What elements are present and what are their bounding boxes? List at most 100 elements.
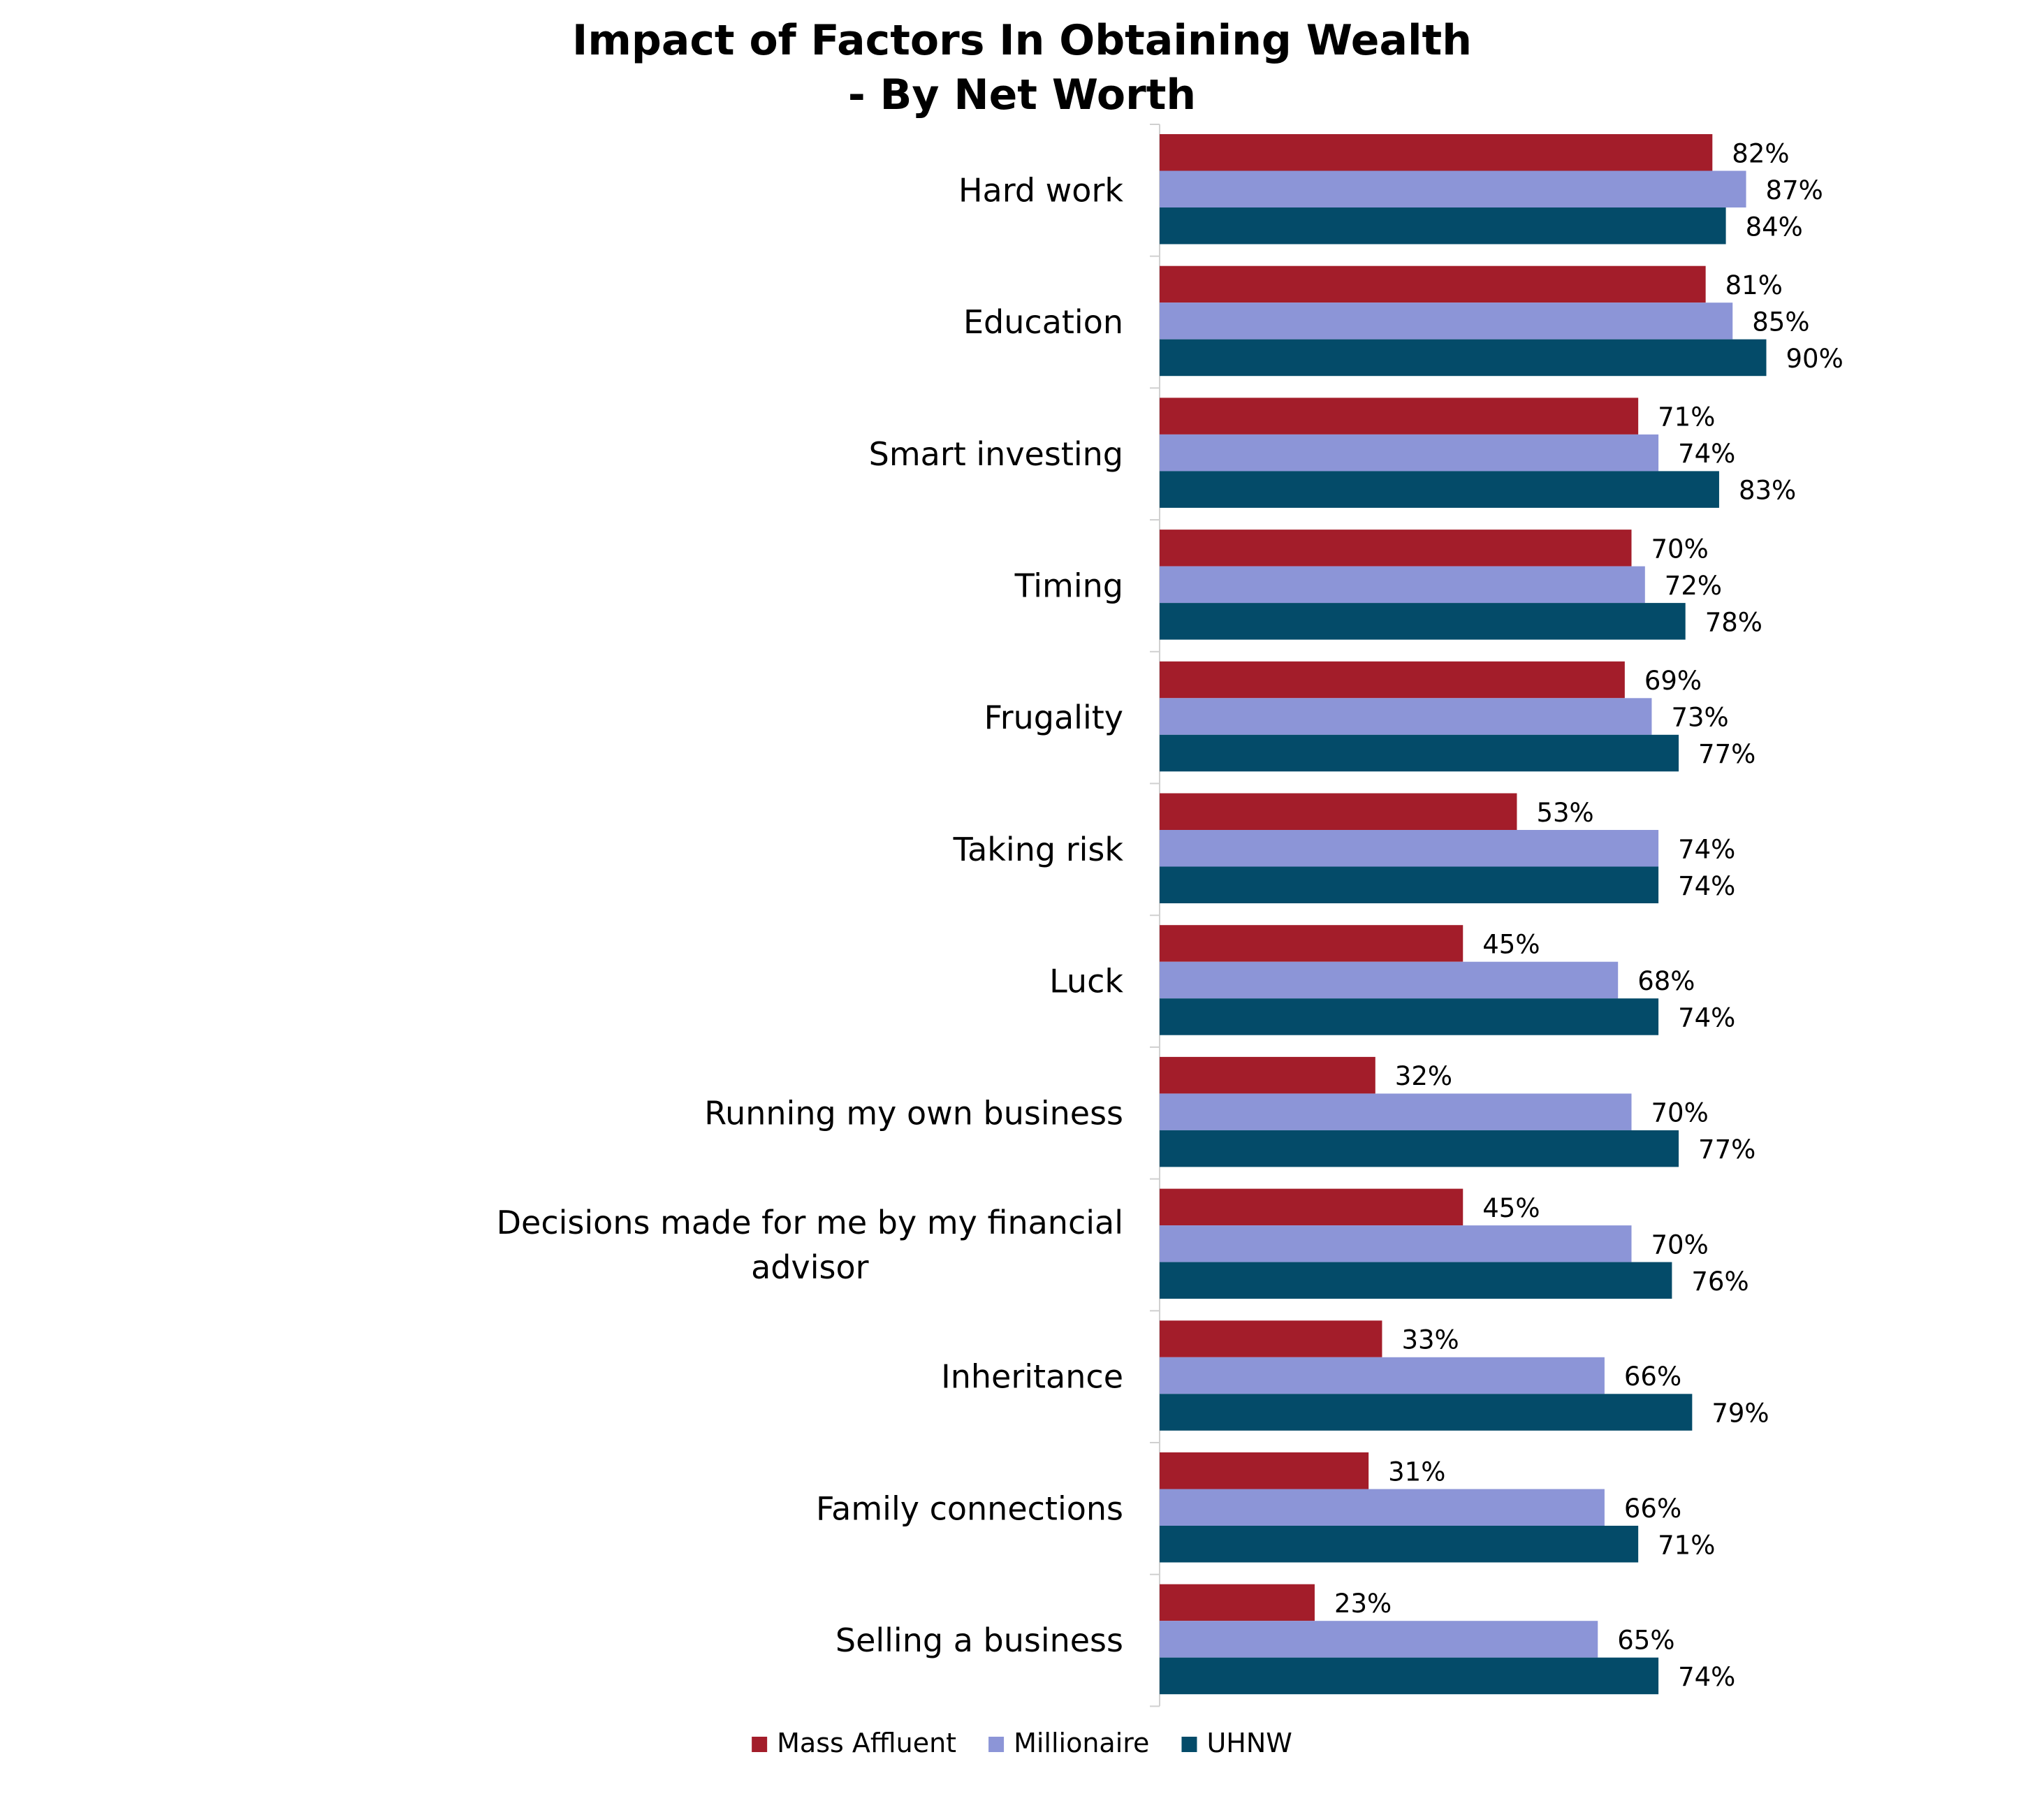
value-label-mass-affluent: 53% (1536, 798, 1593, 828)
bar-millionaire-frugality (1160, 698, 1652, 735)
category-label: Frugality (984, 699, 1123, 736)
bar-mass-affluent-decisions-made-for-me-by-my-financial-advisor (1160, 1188, 1463, 1226)
bar-millionaire-running-my-own-business (1160, 1093, 1632, 1130)
value-label-mass-affluent: 82% (1732, 138, 1789, 168)
bar-uhnw-decisions-made-for-me-by-my-financial-advisor (1160, 1262, 1672, 1299)
bar-mass-affluent-taking-risk (1160, 793, 1517, 830)
category-label: Taking risk (953, 831, 1124, 868)
category-label: Education (963, 303, 1123, 341)
value-label-millionaire: 68% (1637, 966, 1695, 996)
bar-millionaire-smart-investing (1160, 434, 1659, 472)
category-label: Timing (1014, 567, 1123, 604)
bar-mass-affluent-inheritance (1160, 1320, 1382, 1357)
bar-mass-affluent-running-my-own-business (1160, 1056, 1375, 1094)
bar-millionaire-timing (1160, 566, 1645, 604)
category-label: Luck (1049, 963, 1123, 1000)
value-label-millionaire: 73% (1671, 703, 1728, 733)
value-label-uhnw: 74% (1678, 871, 1735, 901)
legend-swatch (752, 1737, 768, 1752)
category-label-line: Inheritance (941, 1358, 1123, 1396)
bar-mass-affluent-smart-investing (1160, 398, 1639, 435)
category-label: Inheritance (941, 1358, 1123, 1396)
value-label-uhnw: 84% (1746, 212, 1803, 242)
bar-mass-affluent-family-connections (1160, 1452, 1369, 1489)
bar-mass-affluent-frugality (1160, 661, 1625, 699)
bar-mass-affluent-education (1160, 265, 1706, 303)
value-label-millionaire: 74% (1678, 834, 1735, 864)
bar-millionaire-decisions-made-for-me-by-my-financial-advisor (1160, 1225, 1632, 1262)
category-label-line: Taking risk (953, 831, 1124, 868)
value-label-millionaire: 87% (1766, 175, 1823, 205)
category-axis (1150, 124, 1160, 1707)
category-label: Smart investing (869, 435, 1123, 473)
legend-swatch (1181, 1737, 1197, 1752)
legend: Mass Affluent Millionaire UHNW (752, 1728, 1292, 1758)
value-label-millionaire: 65% (1617, 1625, 1674, 1655)
bar-uhnw-inheritance (1160, 1394, 1693, 1431)
value-label-mass-affluent: 71% (1658, 402, 1715, 432)
bar-mass-affluent-timing (1160, 530, 1632, 567)
bars (1160, 134, 1767, 1695)
value-labels: 82%87%84%81%85%90%71%74%83%70%72%78%69%7… (1334, 138, 1844, 1692)
value-label-uhnw: 76% (1691, 1267, 1749, 1297)
category-label-line: Timing (1014, 567, 1123, 604)
legend-item-uhnw: UHNW (1181, 1728, 1292, 1758)
category-label: Hard work (958, 171, 1123, 209)
value-label-uhnw: 77% (1698, 739, 1755, 769)
bar-mass-affluent-luck (1160, 925, 1463, 962)
bar-uhnw-taking-risk (1160, 866, 1659, 903)
bar-uhnw-running-my-own-business (1160, 1130, 1679, 1167)
category-label-line: Frugality (984, 699, 1123, 736)
legend-label: Mass Affluent (777, 1728, 956, 1758)
value-label-uhnw: 74% (1678, 1002, 1735, 1033)
value-label-millionaire: 70% (1651, 1230, 1709, 1260)
bar-millionaire-taking-risk (1160, 830, 1659, 867)
category-labels: Hard work Education Smart investing Timing F… (497, 171, 1124, 1659)
bar-uhnw-timing (1160, 603, 1686, 640)
category-label-line: Family connections (816, 1489, 1123, 1527)
value-label-mass-affluent: 32% (1395, 1061, 1452, 1091)
category-label-line: Smart investing (869, 435, 1123, 473)
bar-millionaire-hard-work (1160, 170, 1746, 207)
chart-title-line: - By Net Worth (848, 71, 1196, 119)
value-label-mass-affluent: 45% (1482, 1193, 1540, 1223)
value-label-millionaire: 72% (1665, 571, 1722, 601)
bar-uhnw-smart-investing (1160, 471, 1719, 508)
value-label-mass-affluent: 33% (1401, 1325, 1459, 1355)
legend-item-millionaire: Millionaire (988, 1728, 1149, 1758)
chart-title-line: Impact of Factors In Obtaining Wealth (572, 16, 1472, 65)
category-label-line: Selling a business (835, 1621, 1123, 1659)
value-label-mass-affluent: 70% (1651, 534, 1709, 564)
value-label-uhnw: 78% (1705, 607, 1762, 637)
bar-millionaire-selling-a-business (1160, 1621, 1598, 1658)
legend-label: Millionaire (1014, 1728, 1149, 1758)
bar-millionaire-family-connections (1160, 1489, 1605, 1526)
category-label: Decisions made for me by my financial adv… (497, 1204, 1123, 1286)
value-label-uhnw: 74% (1678, 1662, 1735, 1692)
category-label-line: Luck (1049, 963, 1123, 1000)
value-label-millionaire: 74% (1678, 439, 1735, 469)
bar-mass-affluent-hard-work (1160, 134, 1713, 171)
bar-uhnw-hard-work (1160, 207, 1726, 245)
legend-swatch (988, 1737, 1005, 1752)
value-label-mass-affluent: 31% (1388, 1457, 1445, 1487)
value-label-uhnw: 71% (1658, 1530, 1715, 1560)
bar-mass-affluent-selling-a-business (1160, 1584, 1315, 1621)
value-label-mass-affluent: 23% (1334, 1589, 1392, 1619)
category-label-line: Decisions made for me by my financial (497, 1204, 1123, 1241)
bar-uhnw-frugality (1160, 734, 1679, 772)
bar-uhnw-family-connections (1160, 1526, 1639, 1563)
value-label-uhnw: 77% (1698, 1135, 1755, 1165)
category-label-line: Running my own business (704, 1094, 1123, 1132)
value-label-uhnw: 90% (1786, 344, 1844, 374)
category-label: Family connections (816, 1489, 1123, 1527)
value-label-millionaire: 85% (1752, 307, 1809, 337)
category-label: Running my own business (704, 1094, 1123, 1132)
bar-millionaire-education (1160, 302, 1733, 340)
value-label-uhnw: 83% (1739, 476, 1796, 506)
value-label-mass-affluent: 45% (1482, 929, 1540, 959)
category-label-line: Hard work (958, 171, 1123, 209)
legend-item-mass-affluent: Mass Affluent (752, 1728, 956, 1758)
value-label-uhnw: 79% (1711, 1399, 1769, 1429)
